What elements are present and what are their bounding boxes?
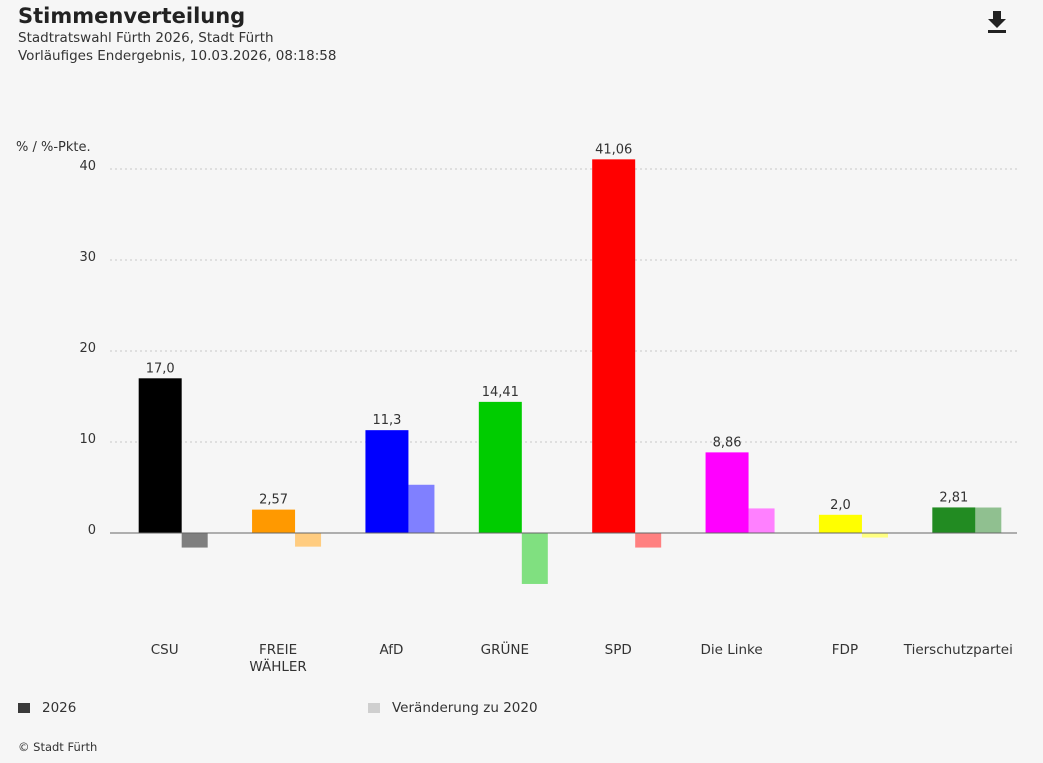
change-bar-grüne [521,533,548,584]
bar-die-linke [705,452,749,533]
x-tick-label-freie-wähler-1: WÄHLER [249,657,306,675]
copyright-credit: © Stadt Fürth [18,740,98,754]
data-label-csu: 17,0 [146,361,175,376]
legend-swatch-change [368,703,380,713]
download-icon [988,11,1006,33]
x-tick-label-fdp: FDP [832,642,858,658]
y-axis-label: % / %-Pkte. [16,140,91,155]
x-tick-label-tierschutzpartei: Tierschutzpartei [903,642,1013,658]
change-bar-fdp [861,533,888,538]
y-tick-label-30: 30 [79,250,96,265]
y-tick-label-0: 0 [88,523,96,538]
legend-item-change[interactable]: Veränderung zu 2020 [368,700,538,716]
chart-title: Stimmenverteilung [18,4,246,28]
x-tick-label-spd: SPD [605,642,632,658]
data-label-grüne: 14,41 [482,385,519,400]
y-tick-label-40: 40 [79,159,96,174]
legend-item-2026[interactable]: 2026 [18,700,76,716]
result-status: Vorläufiges Endergebnis, 10.03.2026, 08:… [18,48,337,64]
change-bar-afd [408,484,435,533]
y-tick-label-20: 20 [79,341,96,356]
bar-csu [138,378,182,533]
data-label-afd: 11,3 [372,413,401,428]
bar-fdp [818,514,862,533]
x-tick-label-freie-wähler: FREIE [259,642,297,658]
change-bar-spd [635,533,662,548]
change-bar-csu [181,533,208,548]
change-bar-tierschutzpartei [975,507,1002,533]
data-label-die-linke: 8,86 [713,435,742,450]
x-tick-label-afd: AfD [379,642,403,658]
bar-grüne [478,401,522,533]
x-tick-label-csu: CSU [151,642,179,658]
y-tick-label-10: 10 [79,432,96,447]
bar-tierschutzpartei [932,507,976,533]
data-label-tierschutzpartei: 2,81 [939,490,968,505]
bar-spd [592,159,636,533]
bar-freie-wähler [252,509,296,533]
change-bar-freie-wähler [295,533,322,547]
bar-afd [365,430,409,533]
data-label-fdp: 2,0 [830,498,851,513]
x-tick-label-grüne: GRÜNE [481,640,529,658]
change-bar-die-linke [748,508,775,533]
bar-chart: % / %-Pkte. 0 10 20 30 40 17,0 CSU 2,57 FREIEWÄHL… [16,140,1017,675]
legend-label-2026: 2026 [42,700,77,716]
x-tick-label-die-linke: Die Linke [700,642,762,658]
legend-label-change: Veränderung zu 2020 [392,700,538,716]
data-label-spd: 41,06 [595,142,632,157]
data-label-freie-wähler: 2,57 [259,493,288,508]
download-button[interactable] [984,8,1010,36]
legend-swatch-2026 [18,703,30,713]
chart-subtitle: Stadtratswahl Fürth 2026, Stadt Fürth [18,30,274,46]
